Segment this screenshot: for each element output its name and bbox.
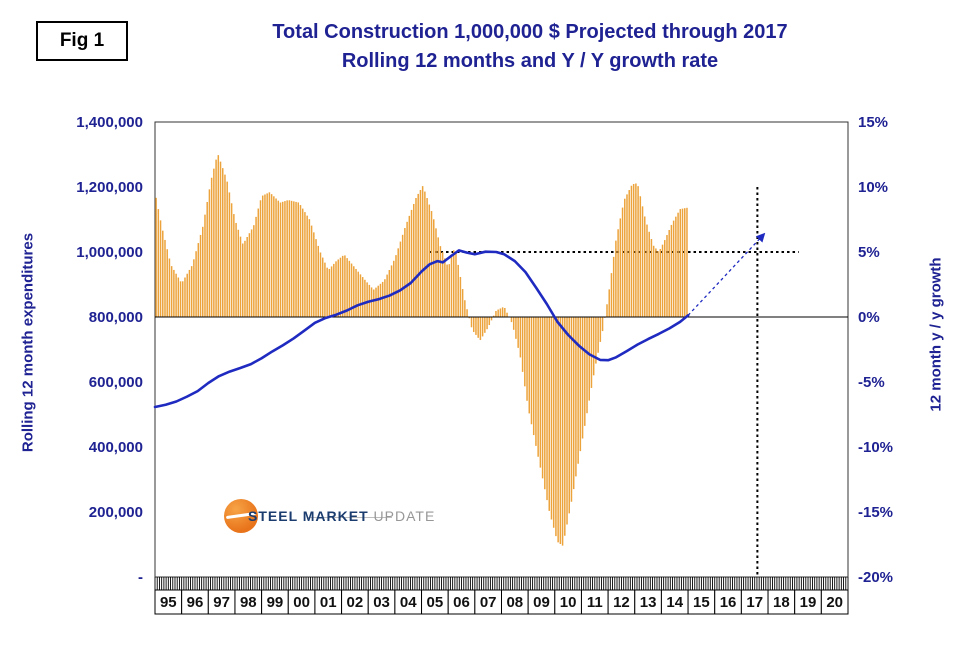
right-tick-label: 5% [858,244,880,261]
year-label-box [394,589,423,615]
year-label-box [234,589,263,615]
year-label: 98 [240,594,257,611]
year-label-box [287,589,316,615]
year-label-box [580,589,609,615]
right-tick-label: 15% [858,114,888,131]
expenditures-line [153,249,690,409]
year-label-box [341,589,369,615]
year-label-box [367,589,396,615]
right-tick-label: 10% [858,179,888,196]
year-label: 08 [506,594,523,611]
year-label-box [794,589,822,615]
logo-rule [308,517,392,518]
year-label-box [634,589,662,615]
logo-word-update: UPDATE [373,508,436,524]
growth-bars-group [155,155,688,546]
year-label: 16 [720,594,737,611]
right-tick-label: 0% [858,309,880,326]
figure-label-box: Fig 1 [36,21,128,61]
year-label: 18 [773,594,790,611]
figure-label: Fig 1 [59,30,105,51]
logo-globe-icon [224,499,258,533]
projection-line [687,232,766,316]
year-label: 05 [427,594,444,611]
right-tick-label: -20% [858,569,893,586]
right-tick-label: -15% [858,504,893,521]
year-label: 19 [800,594,817,611]
logo-word-market: MARKET [302,508,369,524]
year-label: 01 [320,594,337,611]
year-label-box [607,589,636,615]
left-tick-label: 1,000,000 [76,244,143,261]
chart-title-line1: Total Construction 1,000,000 $ Projected… [272,21,788,43]
year-label-box [181,589,209,615]
year-label-box [154,589,183,615]
year-label: 09 [533,594,550,611]
left-tick-label: 1,400,000 [76,114,143,131]
year-label-box [740,589,769,615]
year-label: 17 [746,594,763,611]
right-axis-tick-labels: 15% 10% 5% 0% -5% -10% -15% -20% [858,114,893,586]
year-label: 07 [480,594,497,611]
year-label: 00 [293,594,310,611]
chart-title: Total Construction 1,000,000 $ Projected… [130,18,930,76]
left-tick-label: - [138,569,143,586]
right-axis-title: 12 month y / y growth [927,257,945,412]
year-label: 11 [587,594,603,611]
year-label-box [447,589,476,615]
year-label: 97 [213,594,230,611]
year-label-box [820,589,849,615]
year-label-box [687,589,716,615]
year-label: 02 [347,594,364,611]
left-tick-label: 400,000 [89,439,143,456]
steel-market-update-logo: STEEL MARKET UPDATE [224,498,435,534]
year-label-box [421,589,449,615]
right-tick-label: -5% [858,374,885,391]
year-label: 15 [693,594,710,611]
left-tick-label: 1,200,000 [76,179,143,196]
year-label: 13 [640,594,657,611]
year-label-box [767,589,796,615]
year-label-box [660,589,689,615]
year-label: 99 [267,594,284,611]
year-label: 04 [400,594,417,611]
year-label: 10 [560,594,577,611]
year-label-box [714,589,742,615]
left-tick-label: 600,000 [89,374,143,391]
year-label: 96 [187,594,204,611]
left-axis-title: Rolling 12 month expenditures [19,232,37,453]
right-tick-label: -10% [858,439,893,456]
x-axis-label-row: 95 96 97 98 99 00 01 02 03 04 05 06 07 08 09 10 11 12 13 14… [154,589,849,615]
logo-text: STEEL MARKET UPDATE [248,508,435,524]
year-label: 95 [160,594,177,611]
year-label: 20 [826,594,843,611]
logo-word-steel: STEEL [248,508,298,524]
year-label-box [527,589,556,615]
year-label-box [261,589,289,615]
year-label-box [314,589,343,615]
year-label: 12 [613,594,630,611]
left-axis-tick-labels: 1,400,000 1,200,000 1,000,000 800,000 600,00… [76,114,143,586]
left-tick-label: 200,000 [89,504,143,521]
year-label: 03 [373,594,390,611]
left-tick-label: 800,000 [89,309,143,326]
year-label: 06 [453,594,470,611]
year-label-box [207,589,236,615]
chart-title-line2: Rolling 12 months and Y / Y growth rate [341,50,719,72]
year-label: 14 [666,594,683,611]
x-axis-tick-comb [154,577,849,590]
year-label-box [554,589,582,615]
